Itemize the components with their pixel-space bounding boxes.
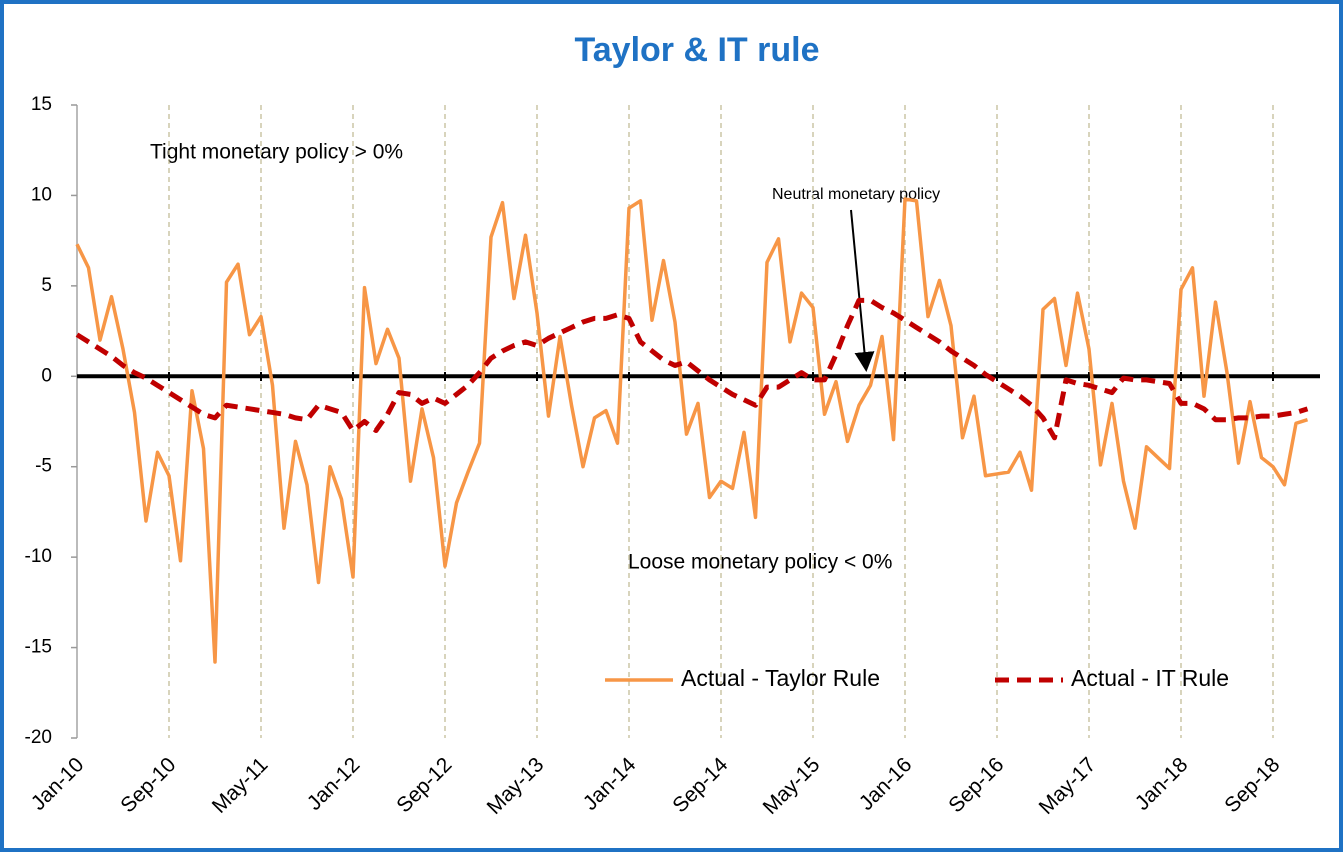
annotation: Tight monetary policy > 0% [150,141,403,164]
series-line [75,297,1309,441]
legend-label: Actual - Taylor Rule [681,665,880,691]
annotation: Neutral monetary policy [772,186,940,203]
y-tick-label: 5 [41,275,52,296]
y-tick-label: 10 [31,184,52,205]
legend-label: Actual - IT Rule [1071,665,1229,691]
y-tick-label: 0 [41,365,52,386]
annotation: Loose monetary policy < 0% [628,551,892,574]
annotation-arrow [850,209,875,372]
y-tick-label: 15 [31,94,52,115]
y-tick-label: -5 [35,456,52,477]
y-tick-label: -15 [25,637,52,658]
y-tick-label: -10 [25,546,52,567]
series-line [75,197,1309,664]
chart-title: Taylor & IT rule [575,31,820,69]
y-tick-label: -20 [25,727,52,748]
